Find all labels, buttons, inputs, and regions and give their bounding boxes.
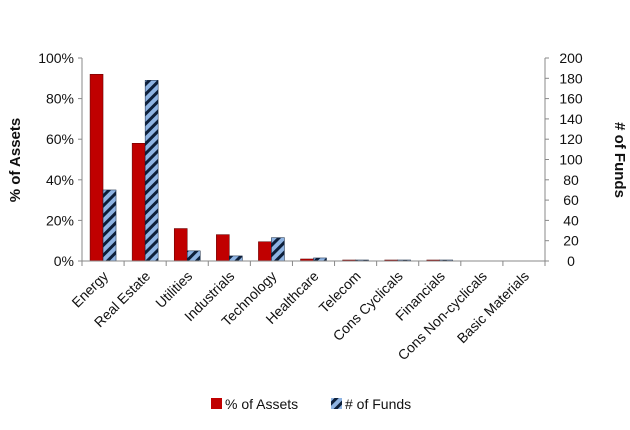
right-tick-label: 40 [563, 212, 579, 228]
left-tick-label: 100% [38, 50, 74, 66]
left-tick-label: 20% [46, 212, 74, 228]
right-tick-label: 200 [559, 50, 583, 66]
bar-funds-1 [144, 80, 159, 262]
left-tick-label: 80% [46, 91, 74, 107]
left-tick-label: 0% [54, 253, 74, 269]
left-axis-title: % of Assets [7, 118, 24, 202]
bar-funds-4 [271, 237, 285, 262]
bar-assets-4 [258, 241, 272, 262]
right-tick-label: 180 [559, 70, 583, 86]
legend-label-assets: % of Assets [225, 396, 298, 412]
right-tick-label: 20 [563, 233, 579, 249]
bar-funds-0 [102, 189, 117, 262]
legend-swatch-funds [331, 398, 342, 409]
right-tick-label: 60 [563, 192, 579, 208]
right-axis-title: # of Funds [611, 122, 628, 198]
right-tick-label: 100 [559, 152, 583, 168]
bar-assets-2 [173, 228, 188, 262]
bars-layer [89, 73, 454, 262]
bar-assets-0 [89, 73, 104, 262]
legend-label-funds: # of Funds [345, 396, 411, 412]
right-tick-label: 80 [563, 172, 579, 188]
legend-swatch-assets [211, 398, 222, 409]
left-tick-label: 40% [46, 172, 74, 188]
bar-funds-3 [229, 255, 243, 262]
bar-funds-2 [186, 250, 201, 262]
right-tick-label: 120 [559, 131, 583, 147]
right-axis-ticks: 0 20 40 60 80 100 120 140 160 180 200 [545, 50, 583, 269]
right-tick-label: 140 [559, 111, 583, 127]
left-tick-label: 60% [46, 131, 74, 147]
right-tick-label: 0 [567, 253, 575, 269]
legend: % of Assets # of Funds [211, 396, 411, 412]
category-label: Basic Materials [454, 268, 532, 346]
right-tick-label: 160 [559, 91, 583, 107]
left-axis-ticks: 0% 20% 40% 60% 80% 100% [38, 50, 82, 269]
bar-assets-1 [131, 143, 146, 262]
bar-assets-3 [216, 234, 230, 262]
